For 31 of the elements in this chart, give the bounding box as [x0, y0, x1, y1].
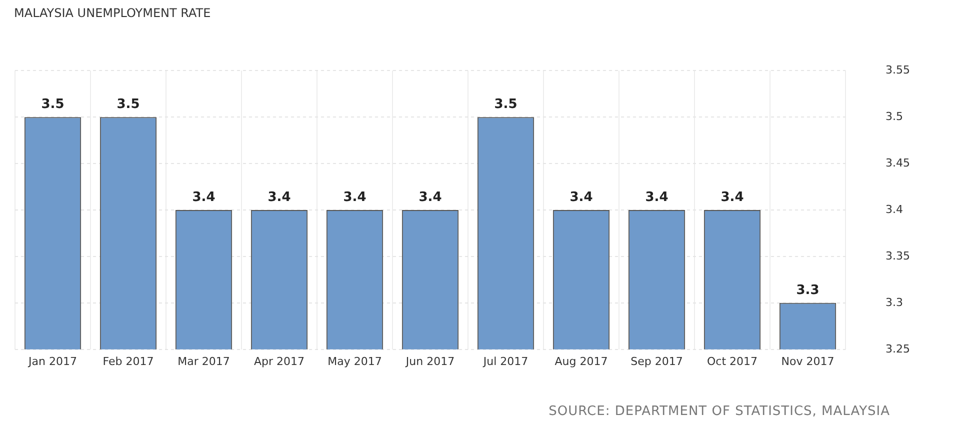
x-tick-label: Feb 2017 [102, 354, 154, 368]
x-tick-label: Sep 2017 [630, 354, 683, 368]
x-tick-label: Oct 2017 [707, 354, 758, 368]
data-label: 3.5 [41, 96, 64, 112]
data-label: 3.4 [268, 190, 291, 205]
x-tick-label: Nov 2017 [781, 354, 834, 368]
data-label: 3.5 [116, 96, 140, 112]
data-label: 3.4 [570, 190, 593, 205]
data-label: 3.4 [343, 190, 366, 205]
y-tick-label: 3.5 [886, 110, 904, 123]
y-tick-label: 3.55 [886, 63, 910, 76]
x-tick-label: Jun 2017 [404, 354, 455, 368]
y-tick-label: 3.35 [886, 249, 910, 262]
x-tick-label: Jan 2017 [28, 354, 77, 368]
x-tick-label: May 2017 [328, 354, 382, 368]
source-note: SOURCE: DEPARTMENT OF STATISTICS, MALAYSIA [548, 404, 890, 419]
x-tick-label: Apr 2017 [254, 354, 305, 368]
y-tick-label: 3.25 [886, 342, 910, 356]
chart-title: MALAYSIA UNEMPLOYMENT RATE [14, 6, 211, 20]
x-tick-label: Mar 2017 [178, 354, 230, 368]
data-label: 3.4 [418, 190, 442, 205]
data-label: 3.4 [720, 190, 744, 205]
x-tick-label: Aug 2017 [554, 354, 608, 368]
data-label: 3.5 [494, 96, 518, 112]
x-tick-label: Jul 2017 [482, 354, 528, 368]
data-label: 3.3 [796, 282, 820, 298]
y-tick-label: 3.3 [886, 296, 904, 309]
data-label: 3.4 [645, 190, 668, 205]
y-tick-label: 3.45 [886, 156, 910, 170]
data-label: 3.4 [192, 190, 216, 205]
y-tick-label: 3.4 [886, 202, 904, 216]
